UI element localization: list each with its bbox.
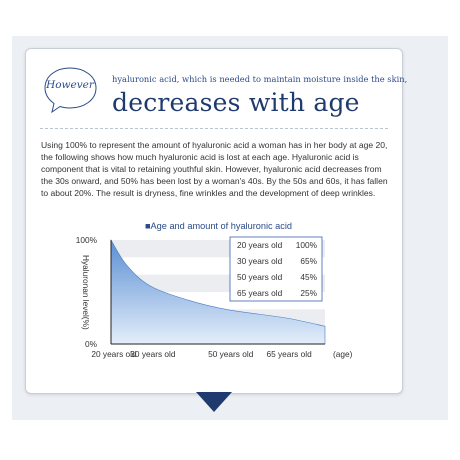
page-title: decreases with age xyxy=(112,88,360,117)
hyaluronic-area xyxy=(110,238,326,345)
table-frame xyxy=(229,236,323,302)
table-age: 50 years old xyxy=(237,272,283,282)
chart-title: ■Age and amount of hyaluronic acid xyxy=(145,221,292,231)
x-axis-label: (age) xyxy=(333,349,353,359)
however-badge: However xyxy=(44,65,97,114)
table-age: 20 years old xyxy=(237,240,283,250)
x-tick-label: 20 years old xyxy=(91,349,137,359)
description-paragraph: Using 100% to represent the amount of hy… xyxy=(41,140,388,199)
table-value: 65% xyxy=(300,256,317,266)
y-tick-label: 0% xyxy=(85,339,98,349)
y-tick-label: 100% xyxy=(76,235,98,245)
section-divider xyxy=(40,128,388,129)
x-tick-label: 65 years old xyxy=(266,349,312,359)
y-axis-label: Hyaluronan level(%) xyxy=(81,255,91,330)
info-card: However hyaluronic acid, which is needed… xyxy=(25,48,408,394)
x-tick-label: 50 years old xyxy=(208,349,254,359)
down-arrow-icon xyxy=(196,392,232,412)
x-tick-label: 30 years old xyxy=(130,349,176,359)
table-value: 45% xyxy=(300,272,317,282)
value-table: 20 years old 100% 30 years old 65% 50 years … xyxy=(229,236,323,302)
table-value: 100% xyxy=(296,240,318,250)
y-tick-labels: 100% 0% xyxy=(76,235,98,349)
table-age: 65 years old xyxy=(237,288,283,298)
speech-bubble-icon xyxy=(44,67,97,114)
table-age: 30 years old xyxy=(237,256,283,266)
intro-line: hyaluronic acid, which is needed to main… xyxy=(112,74,408,84)
table-value: 25% xyxy=(300,288,317,298)
badge-label: However xyxy=(46,79,94,91)
